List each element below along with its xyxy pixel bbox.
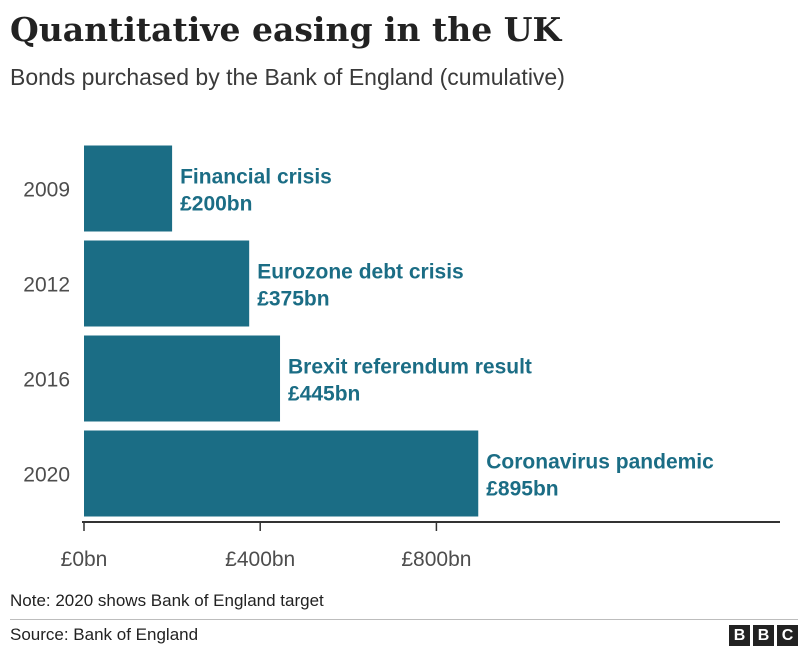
x-tick-label: £400bn — [225, 548, 295, 571]
bar-annotation-event: Financial crisis — [180, 166, 332, 189]
chart-note: Note: 2020 shows Bank of England target — [10, 591, 324, 610]
bbc-logo-letter: B — [753, 625, 774, 646]
x-tick-label: £0bn — [61, 548, 108, 571]
bbc-logo: B B C — [729, 625, 798, 646]
bar-annotation-value: £200bn — [180, 193, 252, 216]
chart-title: Quantitative easing in the UK — [10, 10, 562, 49]
bar-annotation-event: Coronavirus pandemic — [486, 451, 714, 474]
bar-annotation-value: £895bn — [486, 478, 558, 501]
bar-annotation-event: Eurozone debt crisis — [257, 261, 464, 284]
bar — [84, 240, 250, 327]
y-tick-label: 2009 — [23, 179, 70, 202]
bar — [84, 145, 173, 232]
bar-annotation-value: £445bn — [288, 383, 360, 406]
bar-annotation-event: Brexit referendum result — [288, 356, 532, 379]
source-text: Source: Bank of England — [10, 625, 199, 644]
y-tick-label: 2020 — [23, 464, 70, 487]
footer-divider — [10, 619, 798, 620]
x-tick-label: £800bn — [401, 548, 471, 571]
y-tick-label: 2012 — [23, 274, 70, 297]
bbc-logo-letter: C — [777, 625, 798, 646]
bar — [84, 430, 479, 517]
bar — [84, 335, 281, 422]
bbc-logo-letter: B — [729, 625, 750, 646]
bar-annotation-value: £375bn — [257, 288, 329, 311]
y-tick-label: 2016 — [23, 369, 70, 392]
bar-chart: 2009 Financial crisis £200bn 2012 Eurozone d… — [23, 145, 780, 571]
chart-subtitle: Bonds purchased by the Bank of England (… — [10, 64, 565, 90]
